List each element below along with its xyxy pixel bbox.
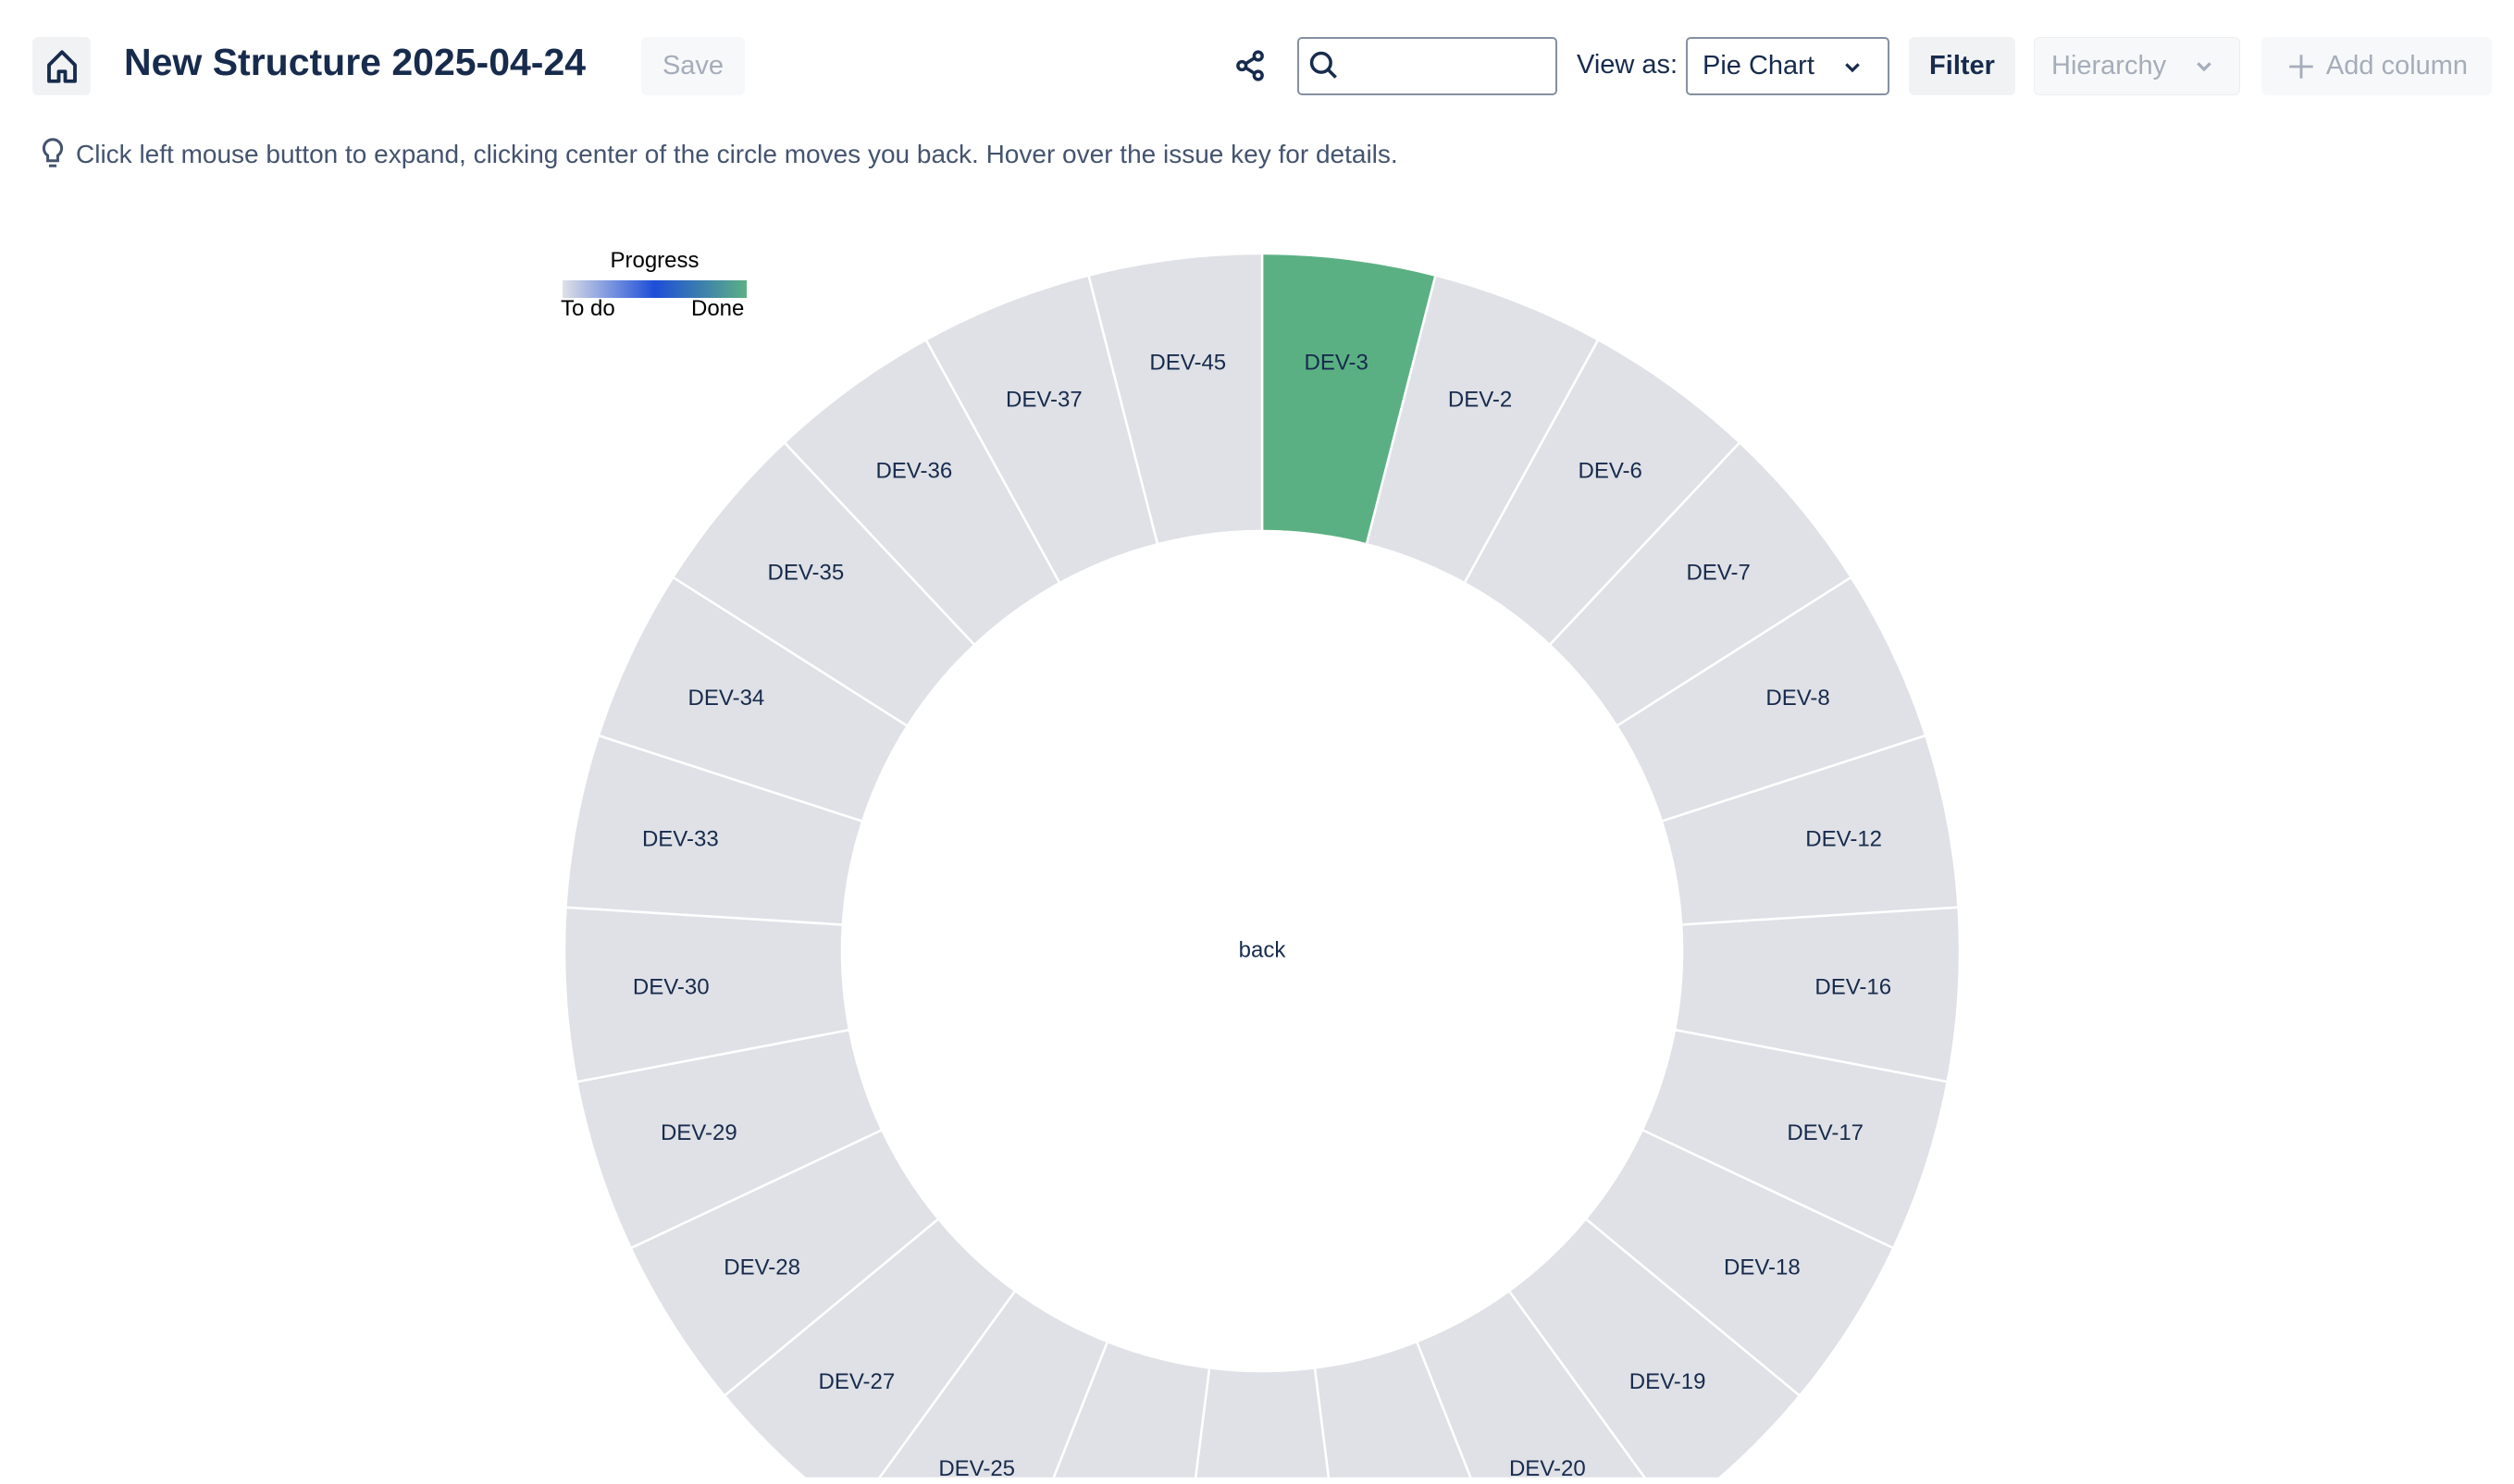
lightbulb-icon — [42, 138, 64, 167]
segment-label[interactable]: DEV-19 — [1629, 1369, 1706, 1394]
add-column-label: Add column — [2325, 51, 2469, 80]
segment-label[interactable]: DEV-20 — [1509, 1456, 1586, 1480]
segment-label[interactable]: DEV-2 — [1448, 387, 1512, 412]
segment-label[interactable]: DEV-25 — [938, 1456, 1015, 1480]
share-icon — [1236, 50, 1264, 81]
hint-row: Click left mouse button to expand, click… — [37, 137, 1398, 172]
segment-label[interactable]: DEV-35 — [768, 560, 845, 585]
hierarchy-label: Hierarchy — [2051, 51, 2167, 80]
add-column-button[interactable]: Add column — [2261, 37, 2492, 95]
segment-label[interactable]: DEV-12 — [1805, 826, 1882, 851]
segment-label[interactable]: DEV-16 — [1814, 975, 1891, 1000]
share-button[interactable] — [1231, 46, 1269, 85]
save-button[interactable]: Save — [641, 37, 745, 95]
chevron-down-icon — [1845, 63, 1860, 73]
segment-item-12[interactable] — [1194, 1366, 1331, 1480]
home-button[interactable] — [32, 37, 91, 95]
view-as-label: View as: — [1577, 50, 1678, 80]
segment-label[interactable]: DEV-29 — [661, 1120, 737, 1145]
segment-dev-19[interactable] — [1507, 1217, 1802, 1480]
segment-label[interactable]: DEV-18 — [1724, 1255, 1801, 1280]
center-back-area[interactable] — [842, 531, 1682, 1371]
segment-label[interactable]: DEV-17 — [1787, 1120, 1864, 1145]
legend-high-label: Done — [691, 296, 745, 321]
plus-icon — [2289, 54, 2313, 79]
legend-gradient-bar — [563, 280, 747, 298]
segment-label[interactable]: DEV-27 — [819, 1369, 896, 1394]
segment-label[interactable]: DEV-6 — [1578, 459, 1641, 484]
view-as-select[interactable]: Pie Chart — [1686, 37, 1889, 95]
page-title: New Structure 2025-04-24 — [124, 41, 587, 83]
filter-button[interactable]: Filter — [1909, 37, 2015, 95]
center-back-label[interactable]: back — [1239, 937, 1287, 962]
segment-label[interactable]: DEV-36 — [875, 459, 952, 484]
segment-label[interactable]: DEV-3 — [1305, 350, 1368, 375]
legend-title: Progress — [610, 248, 700, 273]
segment-label[interactable]: DEV-7 — [1686, 560, 1750, 585]
search-icon — [1309, 51, 1337, 79]
segment-label[interactable]: DEV-8 — [1765, 686, 1829, 711]
legend-low-label: To do — [561, 296, 615, 321]
segment-label[interactable]: DEV-34 — [688, 686, 765, 711]
home-icon — [46, 49, 77, 83]
segment-label[interactable]: DEV-30 — [633, 975, 710, 1000]
hierarchy-select[interactable]: Hierarchy — [2034, 37, 2240, 95]
search-field[interactable] — [1297, 37, 1557, 95]
segment-label[interactable]: DEV-37 — [1006, 387, 1083, 412]
segment-label[interactable]: DEV-28 — [724, 1255, 800, 1280]
chevron-down-icon — [2197, 62, 2211, 72]
search-input[interactable] — [1351, 44, 1549, 89]
segment-label[interactable]: DEV-33 — [642, 826, 719, 851]
view-as-value: Pie Chart — [1703, 51, 1814, 80]
hint-text: Click left mouse button to expand, click… — [76, 140, 1398, 168]
segment-label[interactable]: DEV-45 — [1149, 350, 1226, 375]
